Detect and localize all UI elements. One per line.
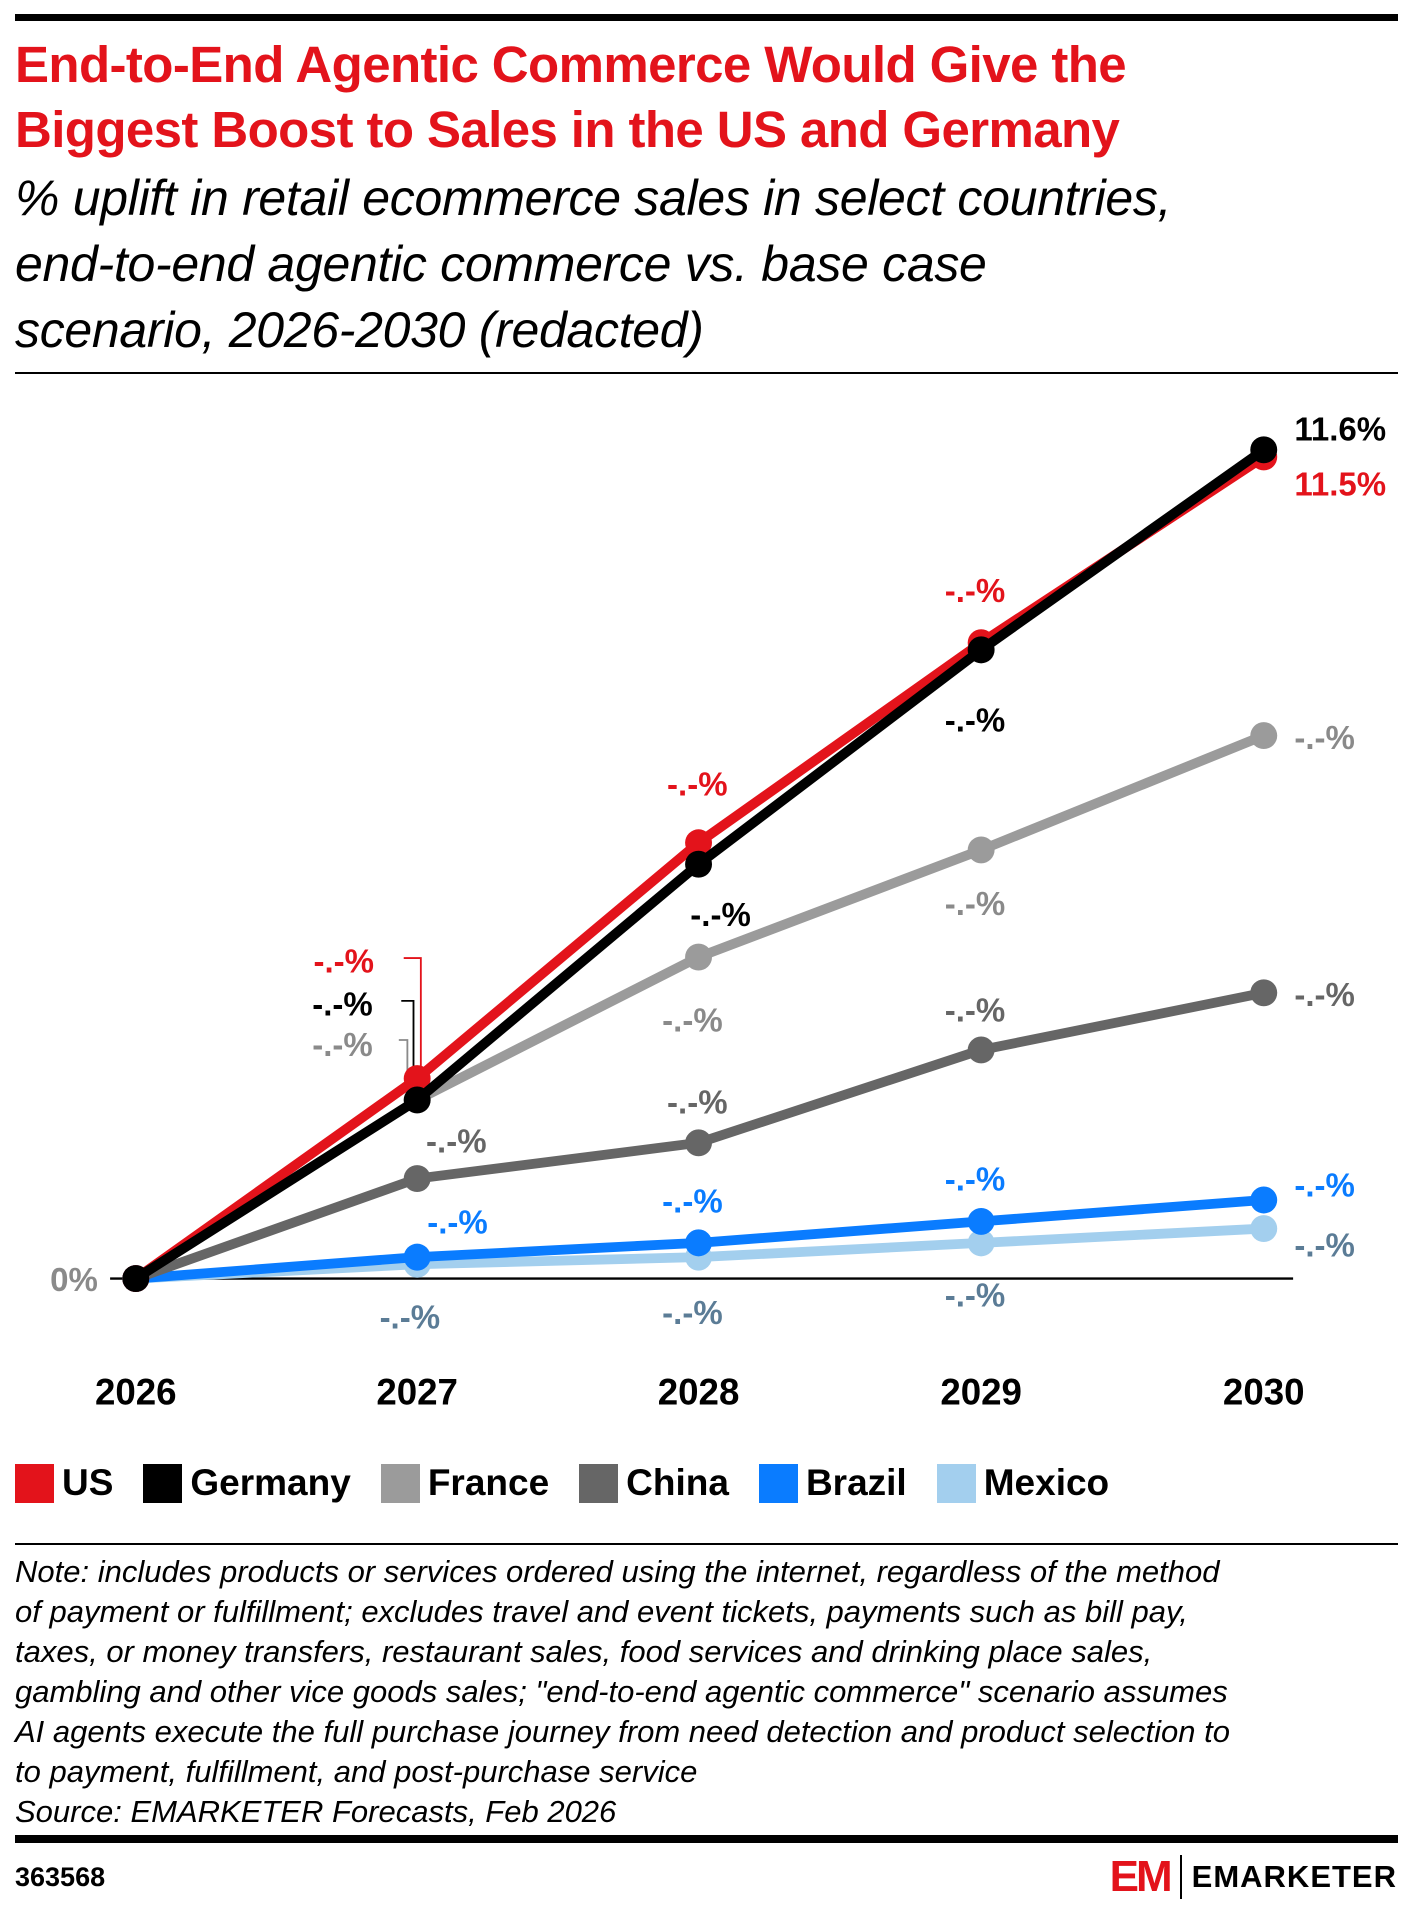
note-line: taxes, or money transfers, restaurant sa… <box>15 1634 1153 1669</box>
data-point-germany <box>122 1265 150 1293</box>
logo-wordmark: EMARKETER <box>1191 1859 1397 1894</box>
subtitle-line: end-to-end agentic commerce vs. base cas… <box>15 236 987 292</box>
x-tick-label: 2026 <box>95 1372 177 1413</box>
data-label-mexico: -.-% <box>380 1299 441 1336</box>
data-label-china: -.-% <box>1294 976 1355 1013</box>
data-label-france: -.-% <box>1294 719 1355 756</box>
chart-subtitle: % uplift in retail ecommerce sales in se… <box>15 165 1410 363</box>
note-rule <box>15 1543 1398 1545</box>
data-point-china <box>967 1036 995 1064</box>
data-point-germany <box>685 850 713 878</box>
logo-divider <box>1179 1855 1182 1899</box>
data-label-brazil: -.-% <box>945 1160 1006 1197</box>
data-label-brazil: -.-% <box>427 1203 488 1240</box>
legend-label: France <box>427 1462 550 1503</box>
legend-item-mexico: Mexico <box>936 1462 1110 1504</box>
legend-swatch <box>380 1463 420 1503</box>
data-label-china: -.-% <box>945 992 1006 1029</box>
data-label-brazil: -.-% <box>1294 1167 1355 1204</box>
leader-line-us <box>403 957 422 1077</box>
legend-label: China <box>626 1462 729 1503</box>
data-point-mexico <box>967 1229 995 1257</box>
source-line: Source: EMARKETER Forecasts, Feb 2026 <box>15 1794 617 1829</box>
legend-item-france: France <box>380 1462 550 1504</box>
note-line: gambling and other vice goods sales; "en… <box>15 1674 1228 1709</box>
data-label-us: 11.5% <box>1294 466 1386 503</box>
note-line: AI agents execute the full purchase jour… <box>15 1714 1230 1749</box>
data-label-germany: -.-% <box>945 702 1006 739</box>
legend-swatch <box>143 1463 183 1503</box>
x-tick-label: 2030 <box>1223 1372 1305 1413</box>
legend-item-china: China <box>579 1462 729 1504</box>
header-rule <box>15 372 1398 374</box>
data-label-france: -.-% <box>662 1001 723 1038</box>
data-point-brazil <box>403 1243 431 1271</box>
legend-item-brazil: Brazil <box>758 1462 907 1504</box>
chart-title: End-to-End Agentic Commerce Would Give t… <box>15 32 1410 162</box>
subtitle-line: scenario, 2026-2030 (redacted) <box>15 302 704 358</box>
data-point-germany <box>967 636 995 664</box>
data-point-france <box>1250 722 1278 750</box>
data-label-mexico: -.-% <box>945 1277 1006 1314</box>
data-point-france <box>967 836 995 864</box>
x-tick-label: 2028 <box>658 1372 740 1413</box>
data-label-germany: -.-% <box>312 986 373 1023</box>
note-line: Note: includes products or services orde… <box>15 1554 1220 1589</box>
title-line: Biggest Boost to Sales in the US and Ger… <box>15 101 1120 158</box>
data-label-france: -.-% <box>945 885 1006 922</box>
note-line: to payment, fulfillment, and post-purcha… <box>15 1754 698 1789</box>
data-point-china <box>403 1165 431 1193</box>
note-line: of payment or fulfillment; excludes trav… <box>15 1594 1188 1629</box>
y-tick-label: 0% <box>50 1261 98 1298</box>
note: Note: includes products or services orde… <box>15 1552 1410 1832</box>
chart-id: 363568 <box>15 1862 106 1892</box>
legend-swatch <box>936 1463 976 1503</box>
data-point-brazil <box>1250 1186 1278 1214</box>
data-point-china <box>685 1129 713 1157</box>
emarketer-logo: EM EMARKETER <box>1110 1852 1397 1902</box>
bottom-rule <box>15 1835 1398 1843</box>
legend-label: Mexico <box>983 1462 1110 1503</box>
data-point-us <box>403 1065 431 1092</box>
data-label-us: -.-% <box>945 572 1006 609</box>
data-label-china: -.-% <box>426 1123 487 1160</box>
data-label-china: -.-% <box>667 1083 728 1120</box>
data-label-brazil: -.-% <box>662 1183 723 1220</box>
data-point-france <box>685 943 713 971</box>
subtitle-line: % uplift in retail ecommerce sales in se… <box>15 170 1172 226</box>
leader-line-germany <box>401 999 415 1096</box>
data-point-mexico <box>1250 1215 1278 1243</box>
data-label-mexico: -.-% <box>1294 1227 1355 1264</box>
top-rule <box>15 14 1398 21</box>
logo-mark: EM <box>1109 1852 1173 1901</box>
data-label-mexico: -.-% <box>662 1294 723 1331</box>
data-point-brazil <box>967 1207 995 1235</box>
data-label-us: -.-% <box>314 943 375 980</box>
x-tick-label: 2029 <box>940 1372 1022 1413</box>
legend-swatch <box>579 1463 619 1503</box>
data-point-us <box>685 829 713 857</box>
data-point-china <box>1250 979 1278 1007</box>
legend-label: Germany <box>190 1462 351 1503</box>
data-point-germany <box>403 1086 431 1114</box>
data-label-germany: -.-% <box>690 896 751 933</box>
legend: US Germany France China Brazil Mexico <box>15 1462 1139 1504</box>
legend-swatch <box>758 1463 798 1503</box>
legend-swatch <box>15 1463 54 1503</box>
data-label-germany: 11.6% <box>1294 411 1386 448</box>
data-point-brazil <box>685 1229 713 1257</box>
title-line: End-to-End Agentic Commerce Would Give t… <box>15 36 1127 93</box>
legend-item-germany: Germany <box>143 1462 351 1504</box>
data-point-germany <box>1250 436 1278 464</box>
data-label-us: -.-% <box>667 765 728 802</box>
legend-item-us: US <box>15 1462 113 1504</box>
x-tick-label: 2027 <box>376 1372 458 1413</box>
legend-label: US <box>62 1462 114 1503</box>
legend-label: Brazil <box>805 1462 907 1503</box>
data-label-france: -.-% <box>312 1026 373 1063</box>
